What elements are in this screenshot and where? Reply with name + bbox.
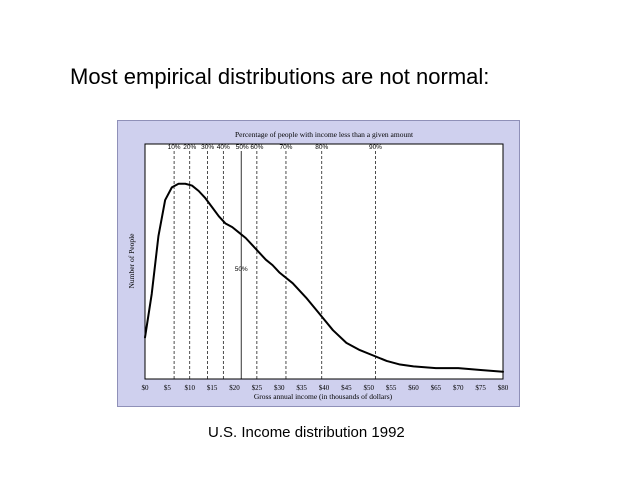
top-percentile-label: 90% [369, 144, 382, 151]
x-tick-label: $35 [296, 384, 307, 392]
income-curve-line [144, 182, 504, 373]
top-percentile-label: 80% [315, 144, 328, 151]
top-percentile-label: 20% [183, 144, 196, 151]
x-tick-label: $70 [453, 384, 464, 392]
x-tick-label: $45 [341, 384, 352, 392]
income-chart-frame: 10% 20% 30% 40% 50% 60% 70% 80% 90% $0 $5 $10 $15 $2… [117, 120, 520, 407]
x-tick-label: $55 [386, 384, 397, 392]
x-tick-label: $50 [364, 384, 375, 392]
x-tick-label: $25 [252, 384, 263, 392]
x-axis-label: Gross annual income (in thousands of dol… [254, 392, 393, 401]
x-tick-label: $20 [229, 384, 240, 392]
top-percentile-label: 50% [236, 144, 249, 151]
x-tick-label: $60 [408, 384, 419, 392]
x-tick-label: $30 [274, 384, 285, 392]
x-axis-ticks: $0 $5 $10 $15 $20 $25 $30 $35 $40 $45 $50 $55 $60 $65… [142, 384, 509, 392]
x-tick-label: $80 [498, 384, 509, 392]
income-curve [144, 182, 504, 373]
top-percentile-label: 40% [217, 144, 230, 151]
plot-area [144, 143, 504, 380]
median-label: 50% [235, 266, 248, 273]
income-distribution-chart: 10% 20% 30% 40% 50% 60% 70% 80% 90% $0 $5 $10 $15 $2… [127, 130, 509, 401]
x-tick-label: $65 [431, 384, 442, 392]
figure-caption: U.S. Income distribution 1992 [208, 424, 405, 441]
y-axis-label: Number of People [127, 233, 136, 289]
x-tick-label: $10 [185, 384, 196, 392]
slide-title: Most empirical distributions are not nor… [70, 64, 490, 89]
top-percentile-label: 60% [250, 144, 263, 151]
x-tick-label: $15 [207, 384, 218, 392]
x-tick-label: $0 [142, 384, 150, 392]
top-percentile-label: 30% [201, 144, 214, 151]
top-percentile-label: 10% [168, 144, 181, 151]
percentile-markers: 10% 20% 30% 40% 50% 60% 70% 80% 90% [168, 144, 382, 379]
x-tick-label: $40 [319, 384, 330, 392]
chart-title: Percentage of people with income less th… [235, 130, 414, 139]
top-percentile-label: 70% [279, 144, 292, 151]
x-tick-label: $75 [475, 384, 486, 392]
x-tick-label: $5 [164, 384, 172, 392]
